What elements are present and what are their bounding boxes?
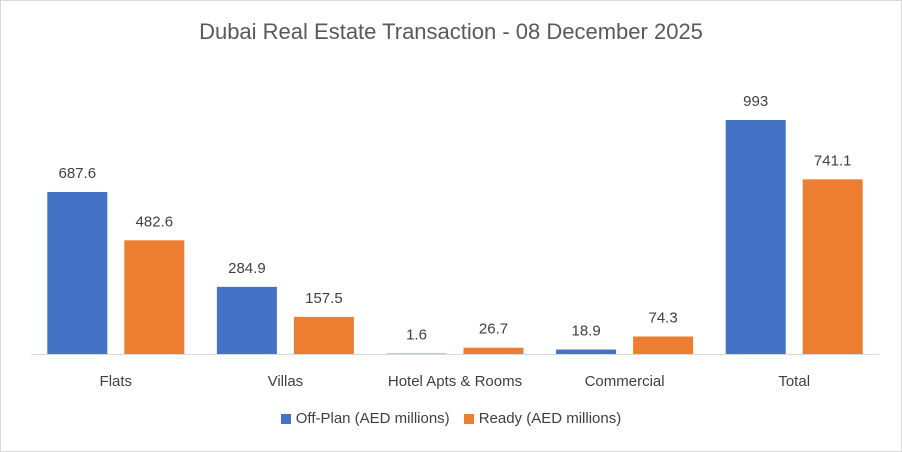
- category-label-0: Flats: [100, 373, 133, 390]
- data-label-ready-4: 741.1: [814, 152, 852, 169]
- legend: Off-Plan (AED millions) Ready (AED milli…: [1, 410, 901, 427]
- category-label-3: Commercial: [585, 373, 665, 390]
- data-label-off-plan-2: 1.6: [406, 327, 427, 344]
- legend-label-ready: Ready (AED millions): [478, 410, 622, 427]
- category-label-4: Total: [778, 373, 810, 390]
- data-label-ready-1: 157.5: [305, 290, 343, 307]
- data-label-off-plan-0: 687.6: [59, 165, 97, 182]
- bar-off-plan-0: [47, 191, 108, 354]
- data-label-ready-3: 74.3: [648, 309, 677, 326]
- chart-title: Dubai Real Estate Transaction - 08 Decem…: [199, 19, 703, 44]
- data-label-ready-2: 26.7: [479, 321, 508, 338]
- bar-off-plan-4: [725, 120, 786, 354]
- legend-swatch-ready: [463, 413, 474, 424]
- bar-ready-4: [802, 179, 863, 354]
- bar-ready-3: [633, 336, 694, 354]
- data-label-ready-0: 482.6: [136, 213, 174, 230]
- legend-swatch-off-plan: [280, 413, 291, 424]
- bar-off-plan-3: [556, 349, 617, 354]
- data-label-off-plan-1: 284.9: [228, 260, 266, 277]
- legend-label-off-plan: Off-Plan (AED millions): [295, 410, 450, 427]
- data-label-off-plan-4: 993: [743, 93, 768, 110]
- data-label-off-plan-3: 18.9: [571, 323, 600, 340]
- bar-ready-0: [124, 240, 185, 354]
- category-label-1: Villas: [268, 373, 304, 390]
- category-label-2: Hotel Apts & Rooms: [388, 373, 522, 390]
- bar-off-plan-1: [216, 286, 277, 354]
- bar-ready-2: [463, 347, 524, 354]
- legend-item-ready: Ready (AED millions): [463, 410, 622, 427]
- legend-item-off-plan: Off-Plan (AED millions): [280, 410, 450, 427]
- bar-ready-1: [293, 316, 354, 354]
